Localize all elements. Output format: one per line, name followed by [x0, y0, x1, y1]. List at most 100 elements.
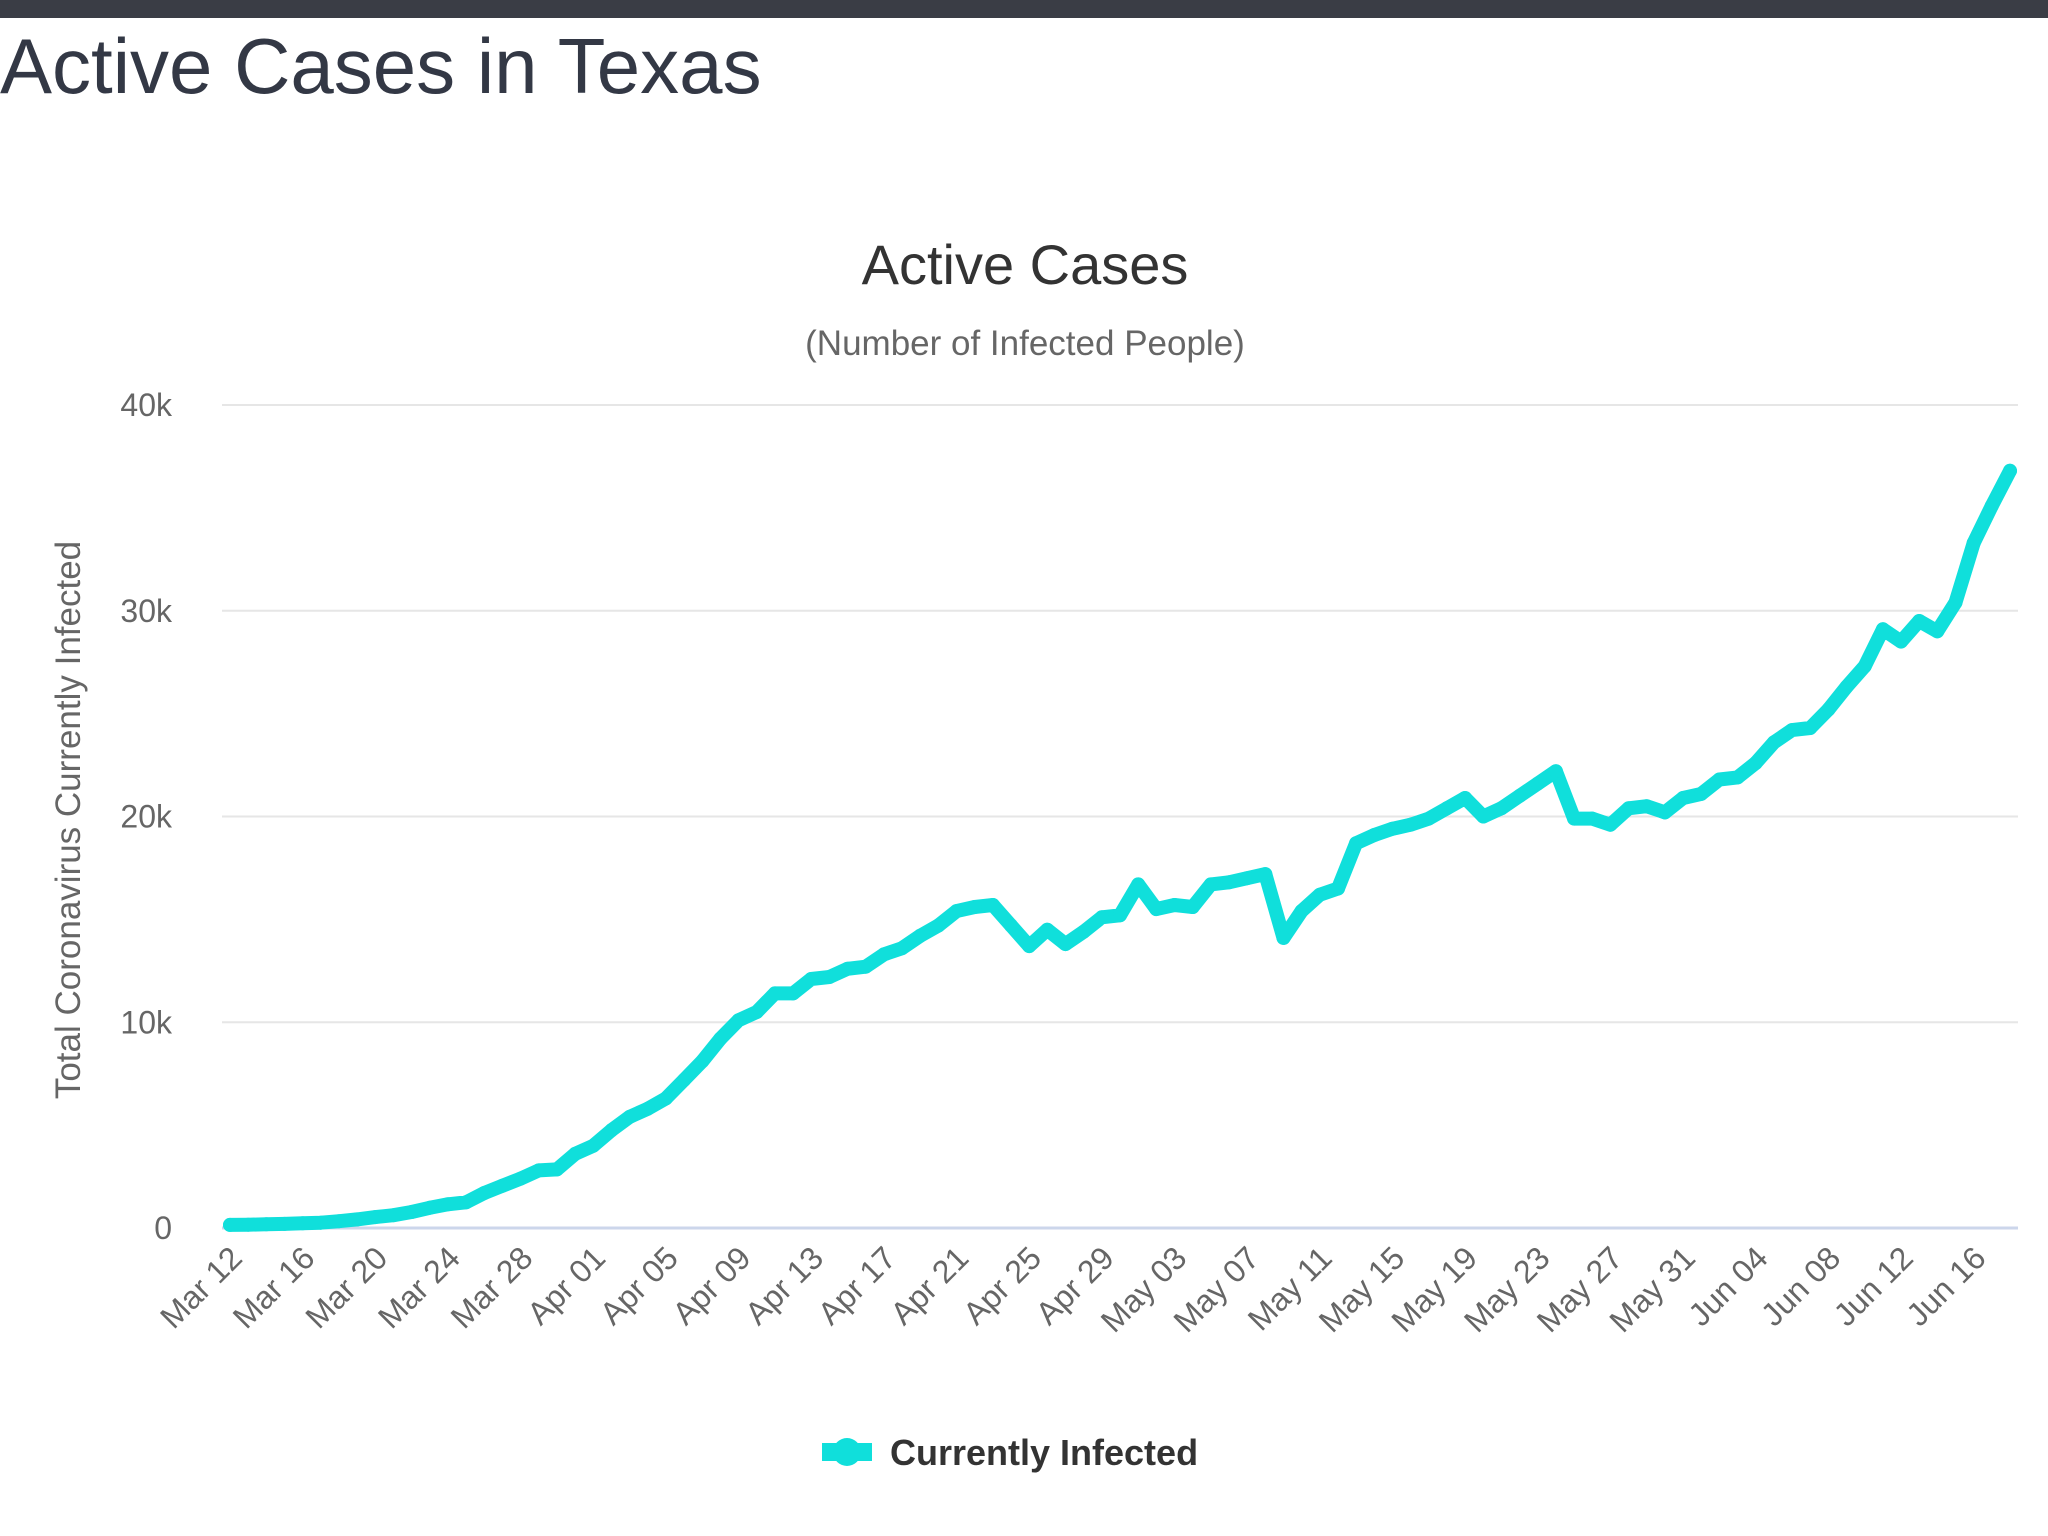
data-point[interactable]: [804, 972, 819, 986]
data-point[interactable]: [1076, 924, 1091, 939]
data-point[interactable]: [1694, 786, 1709, 801]
data-point[interactable]: [1639, 799, 1654, 814]
data-point[interactable]: [822, 970, 837, 984]
data-point[interactable]: [1766, 735, 1781, 750]
data-point[interactable]: [1004, 918, 1018, 933]
data-point[interactable]: [1222, 875, 1236, 890]
data-point[interactable]: [677, 1072, 692, 1087]
data-point[interactable]: [1730, 770, 1745, 785]
data-point[interactable]: [840, 961, 855, 976]
data-point[interactable]: [586, 1138, 601, 1153]
data-point[interactable]: [1948, 595, 1963, 610]
data-point[interactable]: [1676, 791, 1691, 805]
data-point[interactable]: [350, 1212, 365, 1227]
data-point[interactable]: [731, 1013, 746, 1028]
data-point[interactable]: [1040, 922, 1055, 937]
data-point[interactable]: [1548, 764, 1563, 779]
data-point[interactable]: [1167, 898, 1182, 912]
data-point[interactable]: [1058, 937, 1073, 952]
data-point[interactable]: [277, 1216, 292, 1231]
data-point[interactable]: [1367, 828, 1382, 842]
data-point[interactable]: [1094, 910, 1109, 925]
data-point[interactable]: [1385, 821, 1400, 836]
data-point[interactable]: [1439, 801, 1454, 816]
data-point[interactable]: [332, 1214, 346, 1229]
data-point[interactable]: [259, 1217, 274, 1232]
data-point[interactable]: [441, 1197, 455, 1212]
data-point[interactable]: [313, 1215, 328, 1230]
data-point[interactable]: [295, 1216, 310, 1231]
data-point[interactable]: [1312, 887, 1327, 902]
data-point[interactable]: [1748, 756, 1763, 770]
data-point[interactable]: [949, 904, 964, 919]
data-point[interactable]: [386, 1208, 401, 1223]
data-point[interactable]: [1930, 624, 1945, 639]
data-point[interactable]: [1240, 871, 1255, 886]
data-point[interactable]: [513, 1171, 528, 1186]
data-point[interactable]: [459, 1195, 474, 1210]
data-point[interactable]: [1712, 772, 1727, 787]
data-point[interactable]: [531, 1163, 546, 1178]
data-point[interactable]: [1621, 801, 1636, 816]
data-point[interactable]: [1857, 659, 1872, 674]
data-point[interactable]: [622, 1109, 637, 1124]
data-point[interactable]: [1276, 930, 1291, 945]
data-point[interactable]: [895, 941, 909, 956]
data-point[interactable]: [1476, 809, 1491, 824]
data-point[interactable]: [1512, 788, 1527, 803]
data-point[interactable]: [1258, 867, 1273, 882]
data-point[interactable]: [495, 1178, 510, 1193]
data-point[interactable]: [604, 1123, 619, 1138]
data-point[interactable]: [1294, 904, 1309, 919]
data-point[interactable]: [695, 1054, 710, 1069]
data-point[interactable]: [1839, 679, 1854, 694]
data-point[interactable]: [568, 1146, 583, 1161]
data-point[interactable]: [1657, 805, 1672, 820]
data-point[interactable]: [241, 1217, 256, 1232]
data-point[interactable]: [913, 928, 928, 943]
data-point[interactable]: [713, 1031, 728, 1046]
data-point[interactable]: [967, 900, 982, 914]
data-point[interactable]: [477, 1186, 492, 1200]
data-point[interactable]: [1403, 817, 1418, 832]
data-point[interactable]: [786, 986, 801, 1001]
data-point[interactable]: [1803, 721, 1818, 735]
data-point[interactable]: [1421, 811, 1436, 826]
data-point[interactable]: [404, 1205, 419, 1219]
data-point[interactable]: [1585, 811, 1600, 826]
data-point[interactable]: [1022, 939, 1037, 954]
series-line[interactable]: [223, 463, 2017, 1232]
data-point[interactable]: [1567, 811, 1582, 826]
data-point[interactable]: [422, 1200, 437, 1215]
data-point[interactable]: [749, 1005, 764, 1019]
data-point[interactable]: [2003, 463, 2017, 478]
data-point[interactable]: [1894, 634, 1908, 649]
data-point[interactable]: [1984, 498, 1999, 513]
data-point[interactable]: [1875, 622, 1890, 637]
data-point[interactable]: [1530, 776, 1545, 791]
data-point[interactable]: [931, 918, 946, 933]
data-point[interactable]: [1458, 791, 1473, 805]
data-point[interactable]: [658, 1091, 673, 1106]
data-point[interactable]: [1912, 614, 1927, 628]
data-point[interactable]: [1821, 702, 1836, 717]
data-point[interactable]: [1113, 908, 1127, 923]
data-point[interactable]: [1331, 881, 1345, 896]
data-point[interactable]: [1185, 900, 1200, 914]
data-point[interactable]: [1785, 723, 1799, 738]
data-point[interactable]: [1966, 535, 1981, 550]
data-point[interactable]: [223, 1217, 237, 1232]
data-point[interactable]: [1149, 902, 1164, 917]
data-point[interactable]: [1203, 877, 1218, 892]
data-point[interactable]: [985, 898, 1000, 912]
data-point[interactable]: [368, 1210, 383, 1225]
data-point[interactable]: [1494, 801, 1509, 816]
data-point[interactable]: [858, 959, 873, 974]
data-point[interactable]: [640, 1101, 655, 1116]
data-point[interactable]: [549, 1162, 564, 1177]
data-point[interactable]: [767, 986, 782, 1001]
legend[interactable]: Currently Infected: [822, 1432, 1198, 1473]
data-point[interactable]: [1131, 877, 1146, 892]
data-point[interactable]: [1349, 836, 1364, 851]
legend-label[interactable]: Currently Infected: [890, 1432, 1198, 1473]
